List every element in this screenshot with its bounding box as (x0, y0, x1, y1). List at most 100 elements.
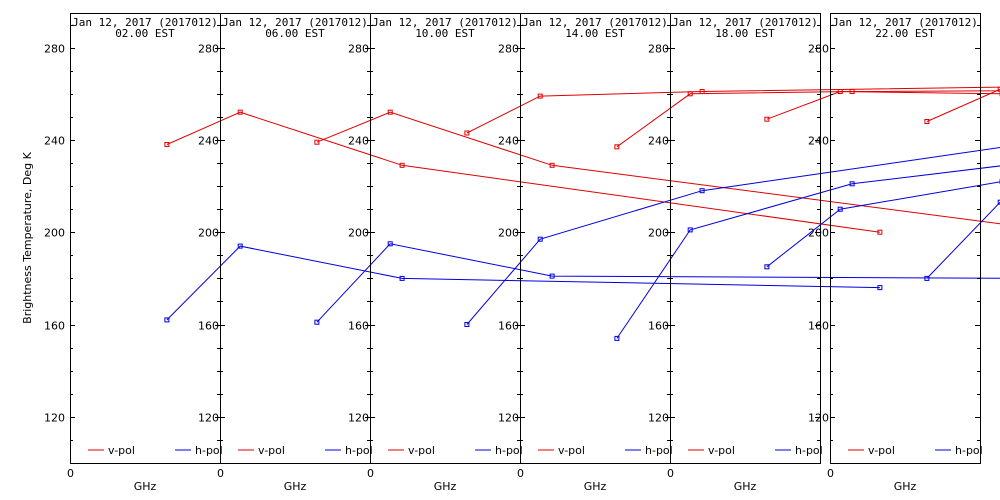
series-line-v-pol (316, 111, 1000, 225)
x-tick-label: 0 (517, 467, 524, 480)
data-point-v-pol (877, 229, 883, 235)
data-point-v-pol (537, 93, 543, 99)
series-line-v-pol (166, 111, 880, 233)
y-tick-label: 280 (498, 43, 519, 56)
x-axis-label: GHz (134, 480, 157, 493)
data-point-v-pol (997, 86, 1000, 92)
y-tick-label: 240 (648, 135, 669, 148)
data-point-v-pol (387, 109, 393, 115)
y-tick-label: 120 (348, 412, 369, 425)
panel-title-time: 06.00 EST (265, 27, 325, 40)
data-point-h-pol (877, 285, 883, 291)
series-line-v-pol (616, 90, 1000, 148)
y-tick-label: 240 (348, 135, 369, 148)
data-point-h-pol (997, 199, 1000, 205)
x-tick-label: 0 (217, 467, 224, 480)
x-axis-label: GHz (584, 480, 607, 493)
panel-6: Jan 12, 2017 (2017012)22.00 EST 120 160 200… (808, 13, 1000, 493)
panel-title-date: Jan 12, 2017 (2017012) (832, 16, 978, 29)
data-point-h-pol (237, 243, 243, 249)
legend-label-h-pol: h-pol (955, 444, 983, 457)
data-point-h-pol (687, 227, 693, 233)
data-point-v-pol (837, 89, 843, 94)
y-tick-label: 240 (44, 135, 65, 148)
y-tick-label: 200 (498, 227, 519, 240)
legend-label-h-pol: h-pol (495, 444, 523, 457)
panel-2: Jan 12, 2017 (2017012)06.00 EST120160200… (198, 13, 1000, 493)
data-point-v-pol (549, 162, 555, 168)
series-line-h-pol (766, 181, 1000, 268)
legend-label-h-pol: h-pol (645, 444, 673, 457)
data-point-v-pol (464, 130, 470, 136)
y-tick-label: 120 (44, 412, 65, 425)
legend-label-v-pol: v-pol (558, 444, 585, 457)
legend-label-h-pol: h-pol (195, 444, 223, 457)
series-line-h-pol (466, 147, 1000, 325)
panel-title-date: Jan 12, 2017 (2017012) (222, 16, 368, 29)
y-tick-label: 280 (648, 43, 669, 56)
data-point-h-pol (849, 181, 855, 187)
x-axis-label: GHz (734, 480, 757, 493)
panel-title-time: 14.00 EST (565, 27, 625, 40)
data-point-h-pol (699, 188, 705, 194)
panel-title-time: 18.00 EST (715, 27, 775, 40)
x-tick-label: 0 (367, 467, 374, 480)
y-tick-label: 200 (44, 227, 65, 240)
y-tick-label: 120 (648, 412, 669, 425)
y-tick-label: 160 (648, 320, 669, 333)
series-line-h-pol (926, 201, 1000, 279)
y-tick-label: 120 (498, 412, 519, 425)
y-tick-label: 240 (198, 135, 219, 148)
data-point-v-pol (764, 116, 770, 122)
panel-frame (830, 13, 981, 464)
data-point-v-pol (687, 91, 693, 97)
data-point-v-pol (614, 144, 620, 150)
series-line-v-pol (466, 86, 1000, 134)
data-point-h-pol (164, 317, 170, 323)
legend-label-v-pol: v-pol (108, 444, 135, 457)
y-tick-label: 160 (808, 320, 829, 333)
panel-4: Jan 12, 2017 (2017012)14.00 EST120160200… (498, 13, 1000, 493)
data-point-h-pol (387, 241, 393, 247)
panel-title-time: 10.00 EST (415, 27, 475, 40)
panel-title-time: 22.00 EST (875, 27, 935, 40)
panel-3: Jan 12, 2017 (2017012) 10.00 EST 120 160 200… (348, 13, 1000, 493)
series-line-h-pol (616, 165, 1000, 339)
series-line-v-pol (766, 90, 1000, 120)
x-tick-label: 0 (67, 467, 74, 480)
data-point-v-pol (164, 142, 170, 147)
y-tick-label: 160 (498, 320, 519, 333)
y-tick-label: 280 (198, 43, 219, 56)
panel-1: Jan 12, 2017 (2017012)02.00 EST120160200… (44, 13, 883, 493)
data-point-v-pol (924, 119, 930, 124)
data-point-v-pol (314, 139, 320, 145)
y-tick-label: 160 (44, 320, 65, 333)
y-tick-label: 200 (198, 227, 219, 240)
legend-label-v-pol: v-pol (708, 444, 735, 457)
legend-label-v-pol: v-pol (408, 444, 435, 457)
legend-label-v-pol: v-pol (868, 444, 895, 457)
data-point-h-pol (614, 335, 620, 341)
y-tick-label: 200 (648, 227, 669, 240)
data-point-v-pol (237, 109, 243, 115)
y-tick-label: 240 (498, 135, 519, 148)
series-line-v-pol (926, 88, 1000, 122)
y-tick-label: 160 (348, 320, 369, 333)
y-tick-label: 280 (348, 43, 369, 56)
x-tick-label: 0 (827, 467, 834, 480)
panel-title-date: Jan 12, 2017 (2017012) (522, 16, 668, 29)
data-point-h-pol (464, 322, 470, 327)
data-point-h-pol (537, 236, 543, 242)
x-axis-label: GHz (284, 480, 307, 493)
panel-5: Jan 12, 2017 (2017012) 18.00 EST 120 160 200… (648, 13, 1000, 493)
panel-title-date: Jan 12, 2017 (2017012) (72, 16, 218, 29)
data-point-h-pol (314, 319, 320, 325)
y-tick-label: 200 (348, 227, 369, 240)
data-point-h-pol (399, 275, 405, 281)
series-line-h-pol (166, 245, 880, 321)
data-point-h-pol (924, 275, 930, 281)
y-tick-label: 200 (808, 227, 829, 240)
legend-label-h-pol: h-pol (795, 444, 823, 457)
data-point-h-pol (764, 264, 770, 270)
